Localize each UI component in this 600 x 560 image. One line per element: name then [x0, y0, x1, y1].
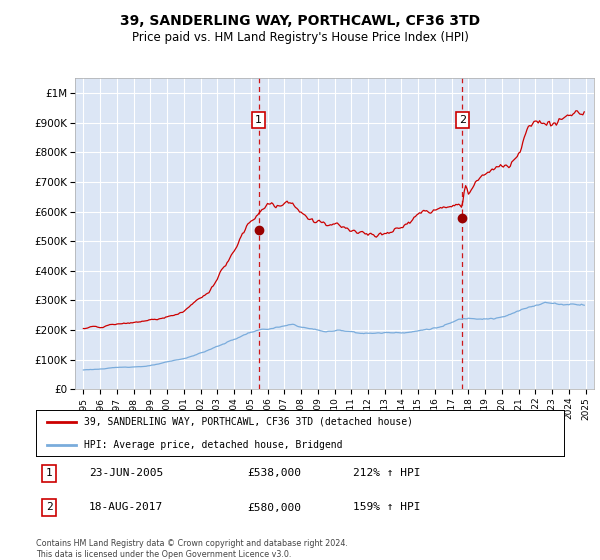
Text: 159% ↑ HPI: 159% ↑ HPI [353, 502, 420, 512]
Text: £580,000: £580,000 [247, 502, 301, 512]
Text: 18-AUG-2017: 18-AUG-2017 [89, 502, 163, 512]
Text: 39, SANDERLING WAY, PORTHCAWL, CF36 3TD (detached house): 39, SANDERLING WAY, PORTHCAWL, CF36 3TD … [83, 417, 413, 427]
Text: Contains HM Land Registry data © Crown copyright and database right 2024.
This d: Contains HM Land Registry data © Crown c… [36, 539, 348, 559]
Text: 23-JUN-2005: 23-JUN-2005 [89, 468, 163, 478]
Text: 1: 1 [255, 115, 262, 125]
Text: £538,000: £538,000 [247, 468, 301, 478]
Text: 212% ↑ HPI: 212% ↑ HPI [353, 468, 420, 478]
Text: 1: 1 [46, 468, 53, 478]
Text: 2: 2 [46, 502, 53, 512]
Text: HPI: Average price, detached house, Bridgend: HPI: Average price, detached house, Brid… [83, 440, 342, 450]
Text: Price paid vs. HM Land Registry's House Price Index (HPI): Price paid vs. HM Land Registry's House … [131, 31, 469, 44]
Text: 39, SANDERLING WAY, PORTHCAWL, CF36 3TD: 39, SANDERLING WAY, PORTHCAWL, CF36 3TD [120, 14, 480, 28]
Text: 2: 2 [458, 115, 466, 125]
